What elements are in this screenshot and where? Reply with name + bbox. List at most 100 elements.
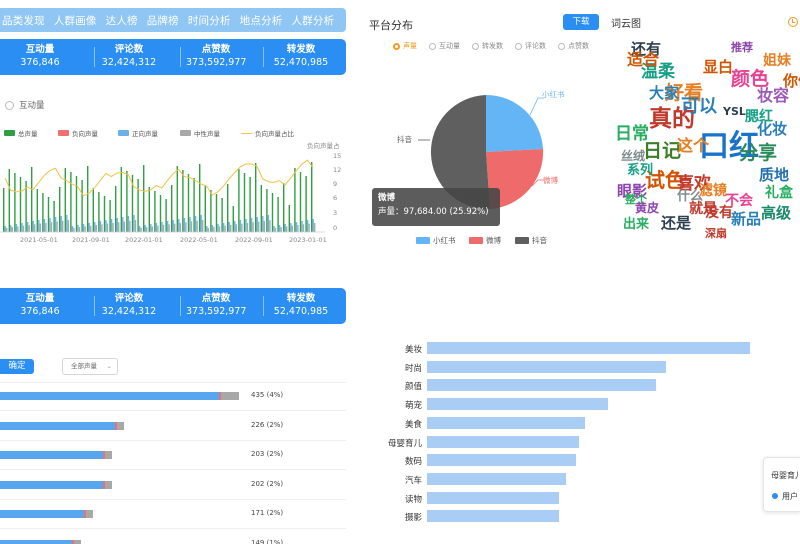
word-cloud-word[interactable]: 化妆 [757, 120, 788, 138]
word-cloud-word[interactable]: 黄皮 [635, 201, 660, 215]
list-row-bar [0, 421, 124, 430]
pie-slice-xiaohongshu[interactable] [486, 94, 543, 152]
word-cloud-word[interactable]: 温柔 [641, 62, 675, 82]
category-bar[interactable] [427, 398, 608, 411]
word-cloud-word[interactable]: 日记 [643, 140, 682, 162]
bar-neutral [202, 220, 204, 232]
bar-positive [15, 224, 18, 232]
word-cloud-word[interactable]: 丝绒 [621, 149, 646, 163]
category-bar[interactable] [427, 454, 576, 467]
volume-select[interactable]: 全部声量 ⌄ [62, 358, 118, 375]
bar-positive [228, 222, 230, 232]
tab-wordcloud[interactable]: 词云图 [611, 19, 641, 30]
category-label: 颜值 [404, 382, 422, 393]
word-cloud-word[interactable]: 好看 [665, 82, 704, 104]
bar-total [64, 168, 66, 232]
radio-comments[interactable]: 评论数 [515, 41, 546, 51]
nav-item-category[interactable]: 品类发现 [2, 14, 45, 27]
word-cloud-word[interactable]: 还是 [661, 214, 692, 232]
legend-douyin[interactable]: 抖音 [515, 235, 547, 246]
nav-item-influencer-rank[interactable]: 达人榜 [105, 14, 138, 27]
word-cloud-word[interactable]: 深扇 [705, 227, 727, 240]
category-bar[interactable] [427, 491, 560, 504]
word-cloud-word[interactable]: 姐妹 [763, 53, 791, 69]
bar-total [25, 181, 27, 232]
radio-volume[interactable]: 声量 [393, 41, 417, 51]
word-cloud-word[interactable]: 高级 [761, 204, 792, 222]
radio-likes[interactable]: 点赞数 [558, 41, 589, 51]
word-cloud-word[interactable]: 推荐 [731, 41, 753, 54]
word-cloud-word[interactable]: 没有 [705, 205, 733, 221]
bar-positive [4, 226, 6, 232]
word-cloud-word[interactable]: 真的 [649, 106, 695, 132]
category-bar[interactable] [427, 510, 560, 523]
word-cloud-word[interactable]: 质地 [759, 166, 790, 184]
bar-total [271, 193, 274, 232]
word-cloud-word[interactable]: 显白 [703, 58, 734, 76]
pie-slice-weibo[interactable] [486, 149, 544, 209]
word-cloud-word[interactable]: YSL [723, 105, 746, 118]
bar-neutral [67, 220, 69, 232]
nav-item-time-analysis[interactable]: 时间分析 [187, 14, 231, 27]
word-cloud-word[interactable]: 眼影 [617, 182, 648, 200]
word-cloud-word[interactable]: 颜色 [731, 68, 770, 90]
clock-icon[interactable] [788, 17, 798, 27]
legend-neutral[interactable]: 中性声量 [180, 128, 220, 138]
word-cloud-word[interactable]: 礼盒 [765, 185, 793, 201]
bar-total [42, 193, 44, 232]
word-cloud-word[interactable]: 口红 [699, 129, 759, 164]
word-cloud-word[interactable]: 这个 [677, 136, 710, 155]
bar-total [148, 187, 150, 232]
word-cloud-word[interactable]: 日常 [615, 124, 649, 144]
download-button[interactable]: 下载 [563, 14, 599, 30]
legend-positive[interactable]: 正向声量 [118, 128, 158, 138]
word-cloud-word[interactable]: 妆容 [757, 86, 790, 105]
legend-xiaohongshu[interactable]: 小红书 [416, 235, 456, 246]
word-cloud-word[interactable]: 整个 [625, 193, 647, 206]
category-bar[interactable] [427, 379, 657, 392]
word-cloud-word[interactable]: 可以 [681, 96, 717, 117]
bar-total [204, 186, 206, 232]
legend-ratio[interactable]: 负向声量占比 [241, 128, 294, 138]
bar-neutral [140, 227, 142, 232]
chevron-down-icon: ⌄ [106, 362, 112, 370]
category-bar[interactable] [427, 472, 566, 485]
category-bar[interactable] [427, 435, 579, 448]
word-cloud-word[interactable]: 喜欢 [677, 174, 711, 194]
bar-positive [116, 218, 118, 232]
nav-item-crowd-analysis[interactable]: 人群分析 [291, 14, 335, 27]
bar-neutral [174, 223, 176, 232]
word-cloud-word[interactable]: 新品 [731, 210, 762, 228]
word-cloud-word[interactable]: 腮红 [745, 109, 773, 125]
word-cloud-word[interactable]: 系列 [627, 163, 654, 178]
word-cloud-word[interactable]: 大家 [649, 84, 680, 102]
word-cloud-word[interactable]: 你们 [783, 72, 800, 90]
word-cloud-word[interactable]: 试色 [645, 168, 685, 192]
legend-weibo[interactable]: 微博 [469, 235, 501, 246]
legend-total[interactable]: 总声量 [4, 128, 38, 138]
bar-total [19, 177, 22, 232]
bar-total [14, 173, 16, 232]
confirm-button[interactable]: 确定 [0, 359, 34, 374]
word-cloud-word[interactable]: 不会 [725, 193, 753, 209]
legend-negative[interactable]: 负向声量 [58, 128, 98, 138]
word-cloud-word[interactable]: 出来 [623, 217, 650, 232]
category-bar[interactable] [427, 416, 586, 429]
nav-item-crowd-portrait[interactable]: 人群画像 [53, 14, 97, 27]
nav-item-brand-rank[interactable]: 品牌榜 [146, 14, 179, 27]
word-cloud-word[interactable]: 还有 [631, 40, 662, 58]
word-cloud-word[interactable]: 什么 [677, 189, 704, 204]
pie-slice-douyin[interactable] [430, 95, 490, 210]
bar-neutral [269, 220, 271, 232]
nav-item-location-analysis[interactable]: 地点分析 [239, 14, 283, 27]
word-cloud-word[interactable]: 滤镜 [699, 183, 727, 199]
category-bar[interactable] [427, 360, 667, 373]
bar-neutral [224, 225, 226, 232]
word-cloud-word[interactable]: 分享 [739, 142, 778, 164]
word-cloud-word[interactable]: 就是 [689, 201, 717, 217]
radio-interaction[interactable]: 互动量 [429, 41, 460, 51]
word-cloud-word[interactable]: 适合 [627, 50, 660, 69]
interaction-radio[interactable]: 互动量 [5, 99, 45, 111]
radio-shares[interactable]: 转发数 [472, 41, 503, 51]
category-bar[interactable] [427, 342, 750, 354]
